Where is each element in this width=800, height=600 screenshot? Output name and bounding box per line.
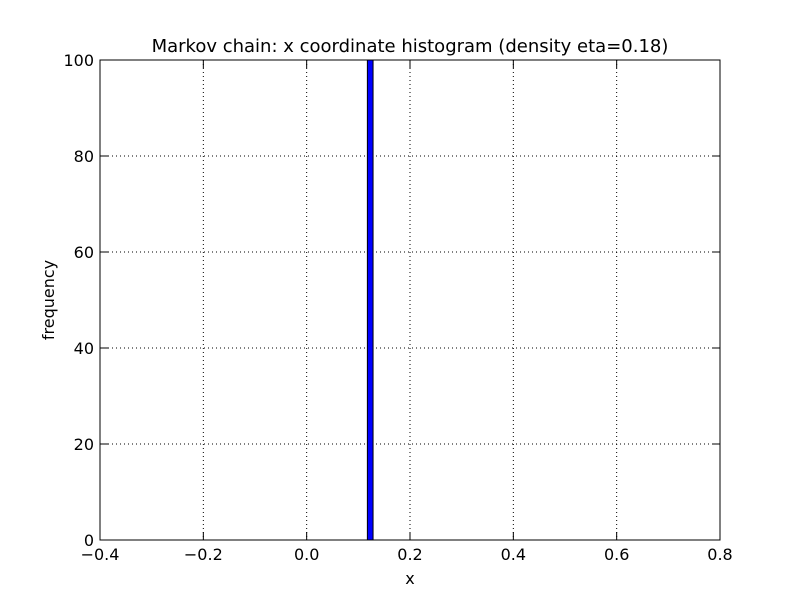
y-tick-label: 100 xyxy=(63,51,94,70)
y-tick-label: 60 xyxy=(74,243,94,262)
y-tick-label: 80 xyxy=(74,147,94,166)
y-axis-label: frequency xyxy=(39,260,58,340)
x-tick-label: 0.2 xyxy=(397,545,422,564)
grid xyxy=(99,59,721,541)
histogram-bar xyxy=(366,59,374,541)
x-tick-label: 0.4 xyxy=(501,545,526,564)
x-axis-label: x xyxy=(405,569,414,588)
y-axis: 0 20 40 60 80 100 xyxy=(63,51,720,550)
y-tick-label: 20 xyxy=(74,435,94,454)
x-axis: −0.4 −0.2 0.0 0.2 0.4 0.6 0.8 xyxy=(81,60,733,564)
y-tick-label: 0 xyxy=(84,531,94,550)
y-tick-label: 40 xyxy=(74,339,94,358)
x-tick-label: 0.8 xyxy=(707,545,732,564)
bars xyxy=(366,59,374,541)
x-tick-label: 0.6 xyxy=(604,545,629,564)
chart-title: Markov chain: x coordinate histogram (de… xyxy=(152,36,669,57)
x-tick-label: −0.2 xyxy=(184,545,223,564)
x-tick-label: 0.0 xyxy=(294,545,319,564)
x-tick-label: −0.4 xyxy=(81,545,120,564)
